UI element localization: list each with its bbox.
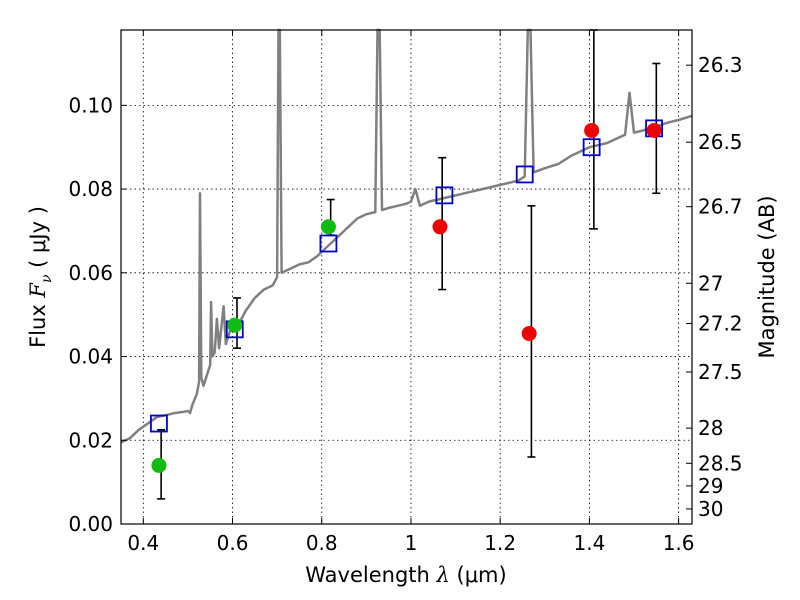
spectrum-line xyxy=(120,28,693,444)
model-flux-square xyxy=(515,165,534,184)
y-tick-label: 0.00 xyxy=(68,512,113,536)
model-flux-square xyxy=(150,414,168,433)
tick-marks xyxy=(121,30,692,525)
model-flux-square xyxy=(582,138,601,157)
magnitude-tick-label: 26.3 xyxy=(698,53,743,77)
spectrum-layer xyxy=(120,28,693,444)
x-tick-label: 1.6 xyxy=(663,531,695,555)
x-tick-label: 0.4 xyxy=(127,531,159,555)
magnitude-tick-label: 27.2 xyxy=(698,311,743,335)
nir-detection-point xyxy=(646,122,662,138)
model-flux-square xyxy=(319,234,338,253)
magnitude-tick-label: 27 xyxy=(698,271,723,295)
y-tick-label: 0.10 xyxy=(68,93,113,117)
x-tick-label: 1.2 xyxy=(484,531,516,555)
optical-detection-point xyxy=(320,219,336,235)
model-flux-square xyxy=(435,186,454,205)
x-tick-label: 0.6 xyxy=(217,531,249,555)
magnitude-tick-label: 30 xyxy=(698,497,723,521)
x-tick-label: 1.4 xyxy=(573,531,605,555)
y-tick-label: 0.04 xyxy=(68,345,113,369)
optical-detection-point xyxy=(151,457,167,473)
optical-detection-point xyxy=(227,317,243,333)
magnitude-axis-label: Magnitude (AB) xyxy=(755,195,779,358)
magnitude-tick-label: 29 xyxy=(698,474,723,498)
y-tick-label: 0.08 xyxy=(68,177,113,201)
magnitude-tick-label: 26.7 xyxy=(698,195,743,219)
nir-detection-point xyxy=(584,122,600,138)
nir-detection-point xyxy=(432,219,448,235)
y-tick-label: 0.06 xyxy=(68,261,113,285)
magnitude-tick-label: 28.5 xyxy=(698,451,743,475)
y-axis-label: Flux Fν ( μJy ) xyxy=(26,206,55,348)
magnitude-tick-label: 28 xyxy=(698,416,723,440)
model-square-layer xyxy=(150,119,663,433)
magnitude-tick-label: 27.5 xyxy=(698,360,743,384)
nir-detection-point xyxy=(521,326,537,342)
y-tick-label: 0.02 xyxy=(68,428,113,452)
detection-circle-layer xyxy=(151,122,662,473)
magnitude-tick-label: 26.5 xyxy=(698,130,743,154)
tick-labels: 0.4 0.6 0.8 1 1.2 1.4 1.6 0.00 0.02 0.04 0.06 0.08 0… xyxy=(68,53,742,555)
grid xyxy=(121,30,692,525)
x-axis-label: Wavelength λ (μm) xyxy=(305,563,506,587)
x-tick-label: 1 xyxy=(405,531,418,555)
plot-frame xyxy=(120,29,693,525)
x-tick-label: 0.8 xyxy=(306,531,338,555)
